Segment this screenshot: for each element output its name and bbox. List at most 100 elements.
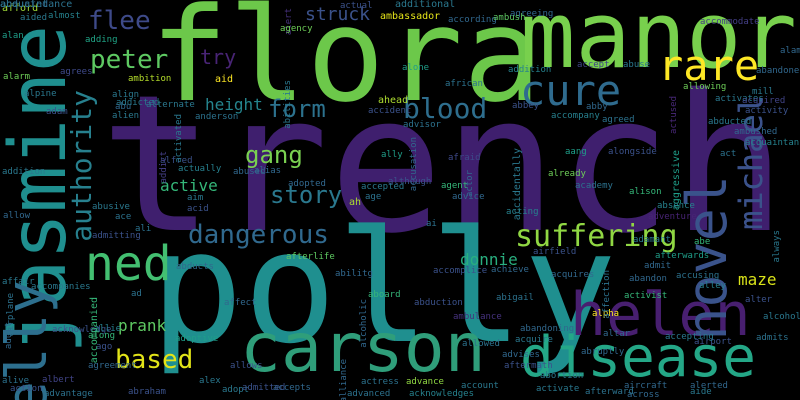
word-abandoning: abandoning: [520, 324, 575, 334]
word-accepts: accepts: [273, 383, 311, 393]
word-adamant: adamant: [633, 235, 671, 245]
word-suffering: suffering: [515, 219, 678, 254]
word-aboard: aboard: [368, 290, 401, 300]
word-afterwards: afterwards: [655, 251, 710, 261]
word-polly: polly: [150, 197, 617, 378]
word-abraham: abraham: [128, 387, 166, 397]
word-afterlife: afterlife: [286, 252, 335, 262]
word-afraid: afraid: [448, 153, 481, 163]
word-accommodate: accommodate: [700, 17, 760, 27]
word-accomplice: accomplice: [433, 266, 488, 276]
word-abused: abused: [233, 167, 266, 177]
word-abduction: abduction: [414, 298, 463, 308]
word-abruptly: abruptly: [581, 347, 625, 357]
word-addict: addict: [159, 151, 169, 184]
word-airport: airport: [694, 337, 732, 347]
word-acknowledges: acknowledges: [409, 389, 475, 399]
word-rare: rare: [658, 41, 760, 90]
word-abe: abe: [694, 237, 711, 247]
word-advice: advice: [452, 192, 485, 202]
word-already: already: [548, 169, 586, 179]
word-alias: alias: [254, 166, 282, 176]
word-acquired: acquired: [742, 96, 786, 106]
word-alarm: alarm: [3, 72, 31, 82]
word-accept: accept: [577, 60, 610, 70]
word-ambassador: ambassador: [380, 11, 441, 22]
word-anderson: anderson: [195, 112, 239, 122]
word-acid: acid: [187, 204, 209, 214]
word-ahead: ahead: [378, 95, 409, 106]
word-abusive: abusive: [92, 202, 130, 212]
word-adopted: adopted: [288, 179, 326, 189]
word-admit: admit: [644, 261, 672, 271]
word-alfred: alfred: [160, 156, 193, 166]
word-gang: gang: [245, 141, 303, 169]
word-ago: ago: [96, 342, 113, 352]
word-afterward: afterward: [585, 387, 634, 397]
word-adam: adam: [46, 107, 68, 117]
word-agency: agency: [280, 24, 313, 34]
word-allowing: allowing: [683, 82, 727, 92]
word-alongside: alongside: [608, 147, 657, 157]
word-act: act: [720, 149, 737, 159]
word-acquire: acquire: [515, 335, 553, 345]
word-disease: disease: [520, 325, 757, 390]
word-helen: helen: [570, 280, 751, 350]
word-african: african: [445, 79, 483, 89]
word-aide: aide: [690, 387, 712, 397]
word-struck: struck: [305, 4, 371, 25]
word-peter: peter: [90, 45, 169, 75]
word-ambushed: ambushed: [734, 127, 778, 137]
word-agrees: agrees: [60, 67, 93, 77]
word-try: try: [200, 45, 237, 69]
word-ally: ally: [381, 150, 403, 160]
word-alone: alone: [402, 63, 430, 73]
word-abuse: abuse: [623, 60, 651, 70]
word-flora: flora: [150, 0, 542, 131]
word-alien: alien: [112, 111, 140, 121]
word-affection: affection: [602, 270, 612, 319]
word-alley: alley: [699, 281, 727, 291]
word-activate: activate: [536, 384, 580, 394]
word-accusation: accusation: [409, 137, 419, 192]
word-activates: activates: [715, 94, 764, 104]
word-alan: alan: [2, 31, 24, 41]
word-along: along: [88, 331, 116, 341]
word-admitted: admitted: [242, 383, 286, 393]
word-afford: afford: [2, 3, 39, 14]
word-abe: abe: [0, 0, 19, 10]
word-alpine: alpine: [24, 89, 57, 99]
word-academy: academy: [575, 181, 613, 191]
word-abilitg: abilitg: [335, 269, 373, 279]
word-alter: alter: [745, 295, 773, 305]
word-advantage: advantage: [44, 389, 93, 399]
word-donnie: donnie: [460, 250, 518, 269]
word-addition: addition: [2, 167, 46, 177]
word-affect: affect: [224, 298, 257, 308]
word-actor: actor: [465, 170, 475, 198]
word-admitting: admitting: [92, 231, 141, 241]
word-admits: admits: [756, 333, 789, 343]
word-alternate: alternate: [146, 100, 195, 110]
word-mill: mill: [752, 87, 774, 97]
word-active: active: [160, 176, 218, 195]
word-alive: alive: [2, 376, 30, 386]
word-abducted: abducted: [708, 117, 752, 127]
word-aim: aim: [187, 193, 204, 203]
word-abducts: abducts: [176, 262, 214, 272]
word-adding: adding: [85, 35, 118, 45]
word-according: according: [448, 15, 497, 25]
word-ace: ace: [115, 212, 132, 222]
word-accompanied: accompanied: [89, 297, 100, 364]
word-height: height: [205, 95, 263, 114]
word-abu: abu: [115, 102, 132, 112]
word-advanced: advanced: [347, 389, 391, 399]
word-abilities: abilities: [283, 80, 293, 129]
word-cure: cure: [520, 66, 622, 115]
word-alcoholic: alcoholic: [359, 299, 369, 348]
word-acquaintance: acquaintance: [745, 138, 800, 148]
word-airplane: airplane: [6, 293, 16, 337]
word-achieve: achieve: [491, 265, 529, 275]
word-allow: allow: [3, 211, 31, 221]
word-advisor: advisor: [403, 120, 441, 130]
